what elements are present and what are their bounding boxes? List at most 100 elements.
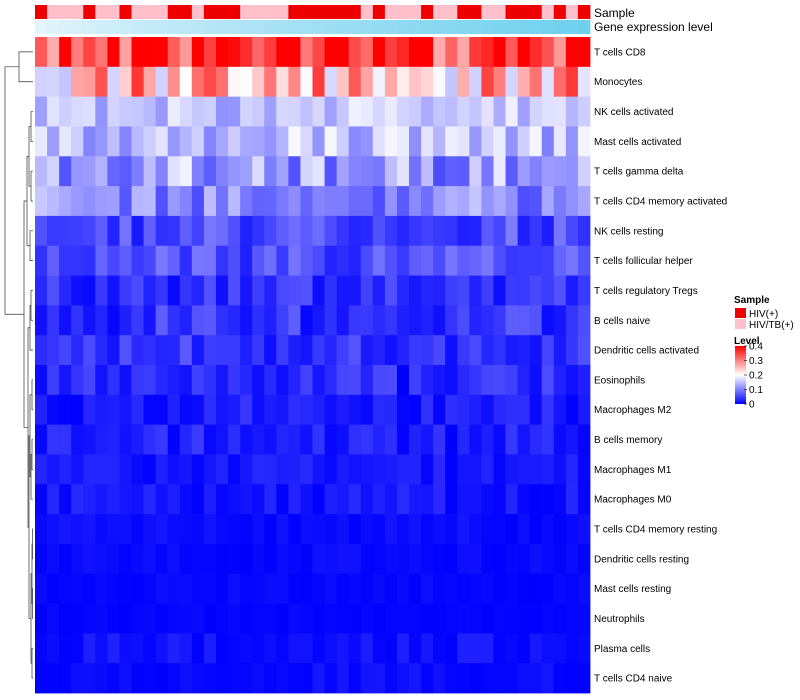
heatmap-cell [433, 603, 446, 634]
heatmap-cell [396, 484, 410, 515]
heatmap-cell [505, 37, 519, 68]
heatmap-cell [300, 37, 313, 68]
heatmap-cell [481, 335, 494, 366]
heatmap-cell [493, 335, 506, 366]
heatmap-cell [95, 514, 108, 545]
sample-cell [143, 5, 157, 19]
heatmap-cell [35, 573, 48, 604]
level-tick-label: 0 [749, 400, 755, 411]
heatmap-cell [300, 633, 313, 664]
heatmap-cell [372, 156, 386, 187]
heatmap-cell [71, 454, 84, 485]
heatmap-cell [469, 663, 482, 694]
heatmap-cell [47, 394, 60, 426]
heatmap-cell [47, 603, 60, 634]
heatmap-cell [47, 543, 60, 575]
heatmap-cell [529, 394, 543, 426]
row-label: T cells CD8 [594, 47, 646, 58]
gene-expression-cell [191, 20, 205, 34]
heatmap-cell [71, 603, 84, 634]
heatmap-cell [71, 394, 84, 426]
heatmap-cell [240, 543, 253, 575]
heatmap-cell [517, 156, 531, 187]
heatmap-cell [95, 335, 108, 366]
heatmap-cell [83, 186, 96, 217]
heatmap-cell [469, 305, 482, 336]
heatmap-cell [47, 96, 60, 127]
heatmap-cell [348, 663, 362, 694]
heatmap-cell [433, 424, 446, 455]
heatmap-cell [360, 394, 374, 426]
heatmap-cell [71, 663, 84, 694]
heatmap-cell [505, 305, 519, 336]
gene-expression-cell [348, 20, 362, 34]
heatmap-cell [228, 37, 241, 68]
heatmap-cell [372, 514, 386, 545]
heatmap-cell [228, 633, 241, 664]
heatmap-cell [83, 424, 96, 455]
heatmap-cell [59, 573, 72, 604]
heatmap-cell [433, 66, 446, 98]
sample-cell [553, 5, 567, 19]
heatmap-cell [47, 37, 60, 68]
heatmap-cell [384, 156, 398, 187]
heatmap-cell [167, 96, 181, 127]
heatmap-cell [421, 126, 434, 157]
heatmap-cell [565, 365, 579, 396]
heatmap-cell [396, 573, 410, 604]
heatmap-cell [409, 186, 422, 217]
heatmap-cell [529, 454, 543, 485]
heatmap-cell [240, 215, 253, 247]
heatmap-cell [179, 335, 193, 366]
heatmap-cell [469, 186, 482, 217]
heatmap-cell [324, 484, 338, 515]
row-label: B cells memory [594, 435, 662, 446]
heatmap-cell [336, 275, 350, 306]
heatmap-cell [276, 633, 289, 664]
heatmap-cell [264, 215, 277, 247]
sample-cell [288, 5, 301, 19]
sample-cell [577, 5, 591, 19]
heatmap-cell [517, 126, 531, 157]
heatmap-cell [71, 186, 84, 217]
heatmap-cell [300, 603, 313, 634]
heatmap-cell [59, 305, 72, 336]
heatmap-cell [336, 454, 350, 485]
heatmap-cell [228, 543, 241, 575]
heatmap-cell [517, 66, 531, 98]
heatmap-cell [348, 96, 362, 127]
heatmap-cell [191, 156, 205, 187]
heatmap-cell [167, 454, 181, 485]
heatmap-cell [529, 484, 543, 515]
heatmap-cell [324, 365, 338, 396]
heatmap-cell [155, 663, 169, 694]
heatmap-cell [228, 305, 241, 336]
heatmap-cell [384, 424, 398, 455]
heatmap-cell [215, 156, 229, 187]
sample-cell [95, 5, 108, 19]
heatmap-cell [35, 66, 48, 98]
heatmap-cell [396, 66, 410, 98]
heatmap-cell [541, 66, 555, 98]
heatmap-cell [276, 275, 289, 306]
heatmap-cell [529, 156, 543, 187]
heatmap-cell [372, 186, 386, 217]
heatmap-cell [179, 96, 193, 127]
heatmap-cell [71, 484, 84, 515]
heatmap-cell [264, 573, 277, 604]
heatmap-cell [119, 126, 132, 157]
sample-cell [469, 5, 482, 19]
heatmap-cell [336, 633, 350, 664]
heatmap-cell [324, 633, 338, 664]
heatmap-cell [312, 305, 325, 336]
gene-expression-cell [481, 20, 494, 34]
heatmap-cell [95, 37, 108, 68]
row-label: NK cells activated [594, 107, 673, 118]
heatmap-cell [240, 37, 253, 68]
heatmap-cell [228, 275, 241, 306]
heatmap-cell [83, 96, 96, 127]
gene-expression-cell [529, 20, 543, 34]
heatmap-cell [384, 633, 398, 664]
heatmap-cell [131, 573, 144, 604]
heatmap-cell [119, 335, 132, 366]
